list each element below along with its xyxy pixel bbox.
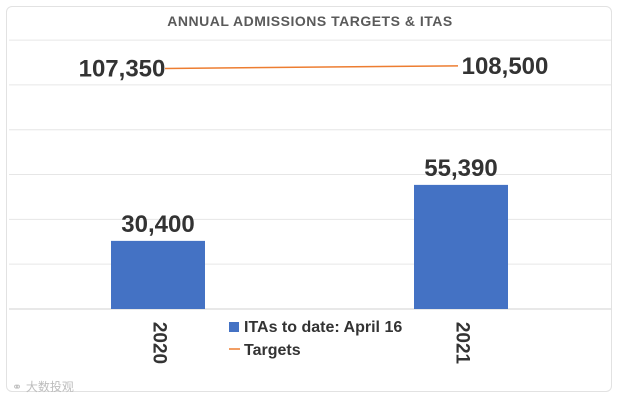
data-labels: 30,400 55,390 107,350 108,500: [79, 53, 549, 238]
target-value-label-2020: 107,350: [79, 55, 166, 82]
watermark: ⚭ 大数投观: [12, 380, 74, 394]
legend: ITAs to date: April 16 Targets: [229, 319, 402, 359]
target-value-label-2021: 108,500: [462, 53, 549, 80]
chart-frame: [6, 6, 612, 392]
target-line: [164, 65, 459, 70]
bar-value-label-2021: 55,390: [424, 155, 497, 182]
category-label-2021: 2021: [452, 322, 473, 365]
bars: [111, 184, 508, 309]
category-labels: 2020 2021: [149, 322, 473, 365]
bar-value-label-2020: 30,400: [121, 211, 194, 238]
bar-2021: [414, 184, 508, 309]
legend-label-targets: Targets: [244, 342, 301, 359]
legend-bar-swatch: [229, 322, 239, 332]
chart-title: ANNUAL ADMISSIONS TARGETS & ITAS: [167, 13, 452, 29]
gridlines: [9, 39, 611, 310]
legend-label-itas: ITAs to date: April 16: [244, 319, 402, 336]
target-series-line: [164, 65, 459, 70]
bar-2020: [111, 240, 205, 309]
category-label-2020: 2020: [149, 322, 170, 364]
